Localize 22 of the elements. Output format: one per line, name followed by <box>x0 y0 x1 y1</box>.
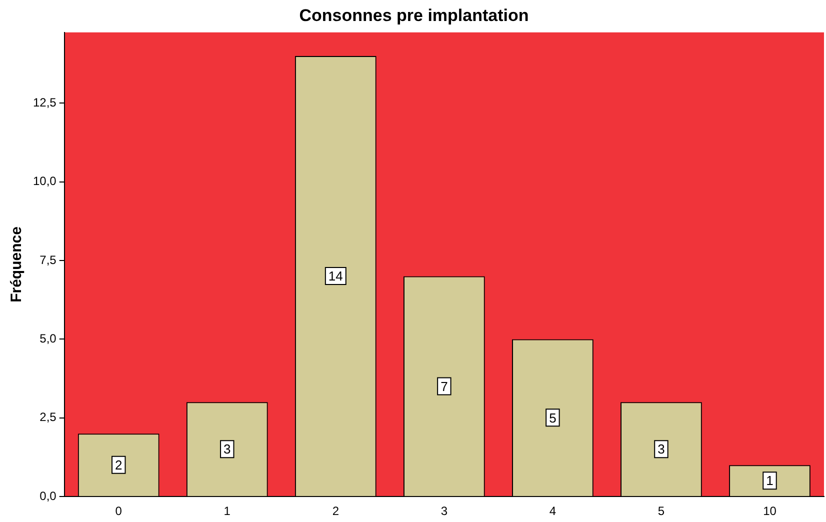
x-tick-label: 4 <box>549 504 556 518</box>
x-tick-label: 2 <box>332 504 340 518</box>
y-tick-label: 2,5 <box>40 410 57 424</box>
x-tick-label: 0 <box>115 504 122 518</box>
y-tick-label: 7,5 <box>40 252 57 267</box>
y-tick-label: 12,5 <box>32 96 57 110</box>
data-label: 3 <box>224 442 231 457</box>
data-label: 14 <box>328 268 343 284</box>
data-label: 5 <box>549 410 556 426</box>
data-label: 2 <box>115 457 122 472</box>
data-label: 3 <box>658 442 665 457</box>
y-axis-title: Fréquence <box>8 226 26 302</box>
x-tick-label: 1 <box>224 504 231 518</box>
chart-title: Consonnes pre implantation <box>299 6 529 25</box>
data-label: 7 <box>440 378 448 394</box>
y-tick-label: 10,0 <box>32 174 57 188</box>
y-tick-label: 5,0 <box>40 332 57 346</box>
x-tick-label: 10 <box>763 504 777 518</box>
x-tick-label: 3 <box>440 504 448 518</box>
y-tick-label: 0,0 <box>40 488 57 503</box>
data-label: 1 <box>766 473 774 488</box>
x-tick-label: 5 <box>658 504 665 518</box>
